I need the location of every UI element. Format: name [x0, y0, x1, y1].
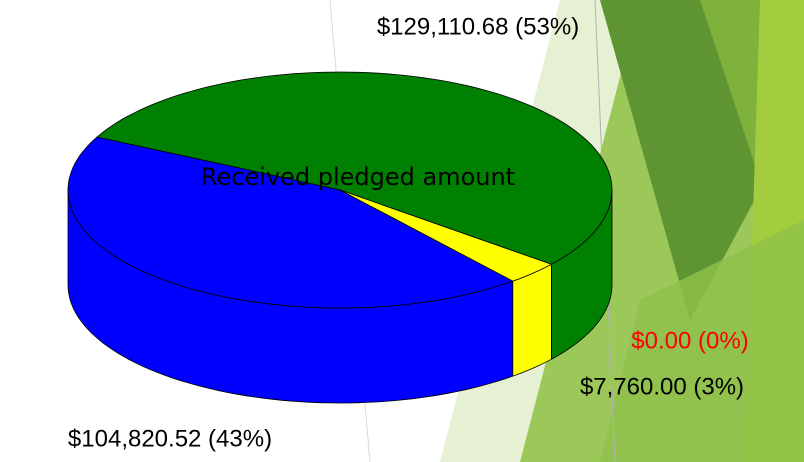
data-label: $7,760.00 (3%) [580, 373, 744, 400]
slide: $129,110.68 (53%) $104,820.52 (43%) $7,760… [0, 0, 804, 462]
data-label: $104,820.52 (43%) [68, 425, 272, 452]
page: {"chart_data": {"type": "pie3d", "title"… [0, 0, 804, 462]
slice-side [513, 264, 552, 376]
pie [68, 72, 612, 403]
chart-title: Received pledged amount [201, 163, 515, 191]
data-label: $129,110.68 (53%) [377, 13, 579, 40]
data-label: $0.00 (0%) [631, 327, 748, 354]
